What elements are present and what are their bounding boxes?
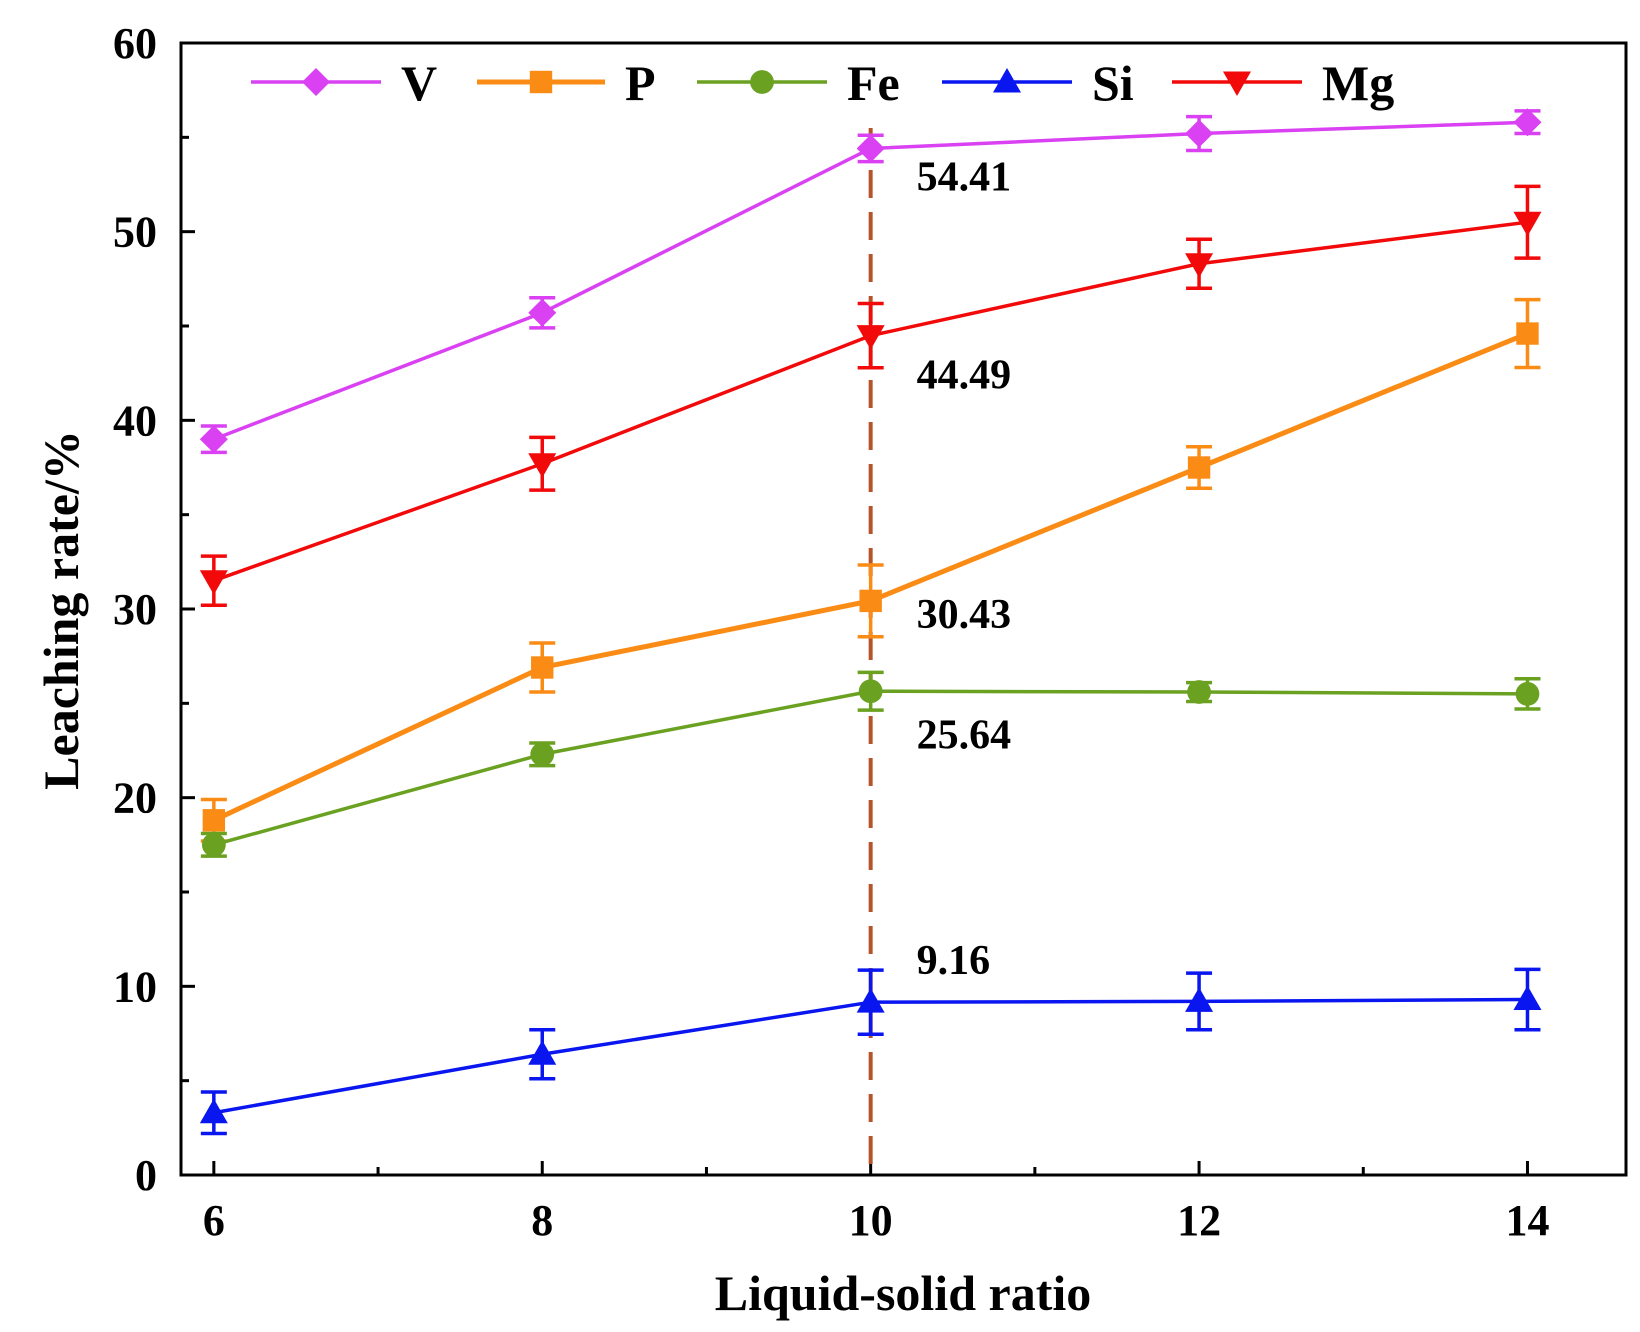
data-point-si <box>199 1098 228 1124</box>
data-point-mg <box>528 453 557 478</box>
x-axis-label: Liquid-solid ratio <box>715 1265 1092 1321</box>
data-point-si <box>856 988 885 1013</box>
y-tick-label: 20 <box>113 774 157 823</box>
y-tick-label: 40 <box>113 396 157 445</box>
data-point-p <box>859 589 882 613</box>
data-point-p <box>1187 456 1211 479</box>
data-point-v <box>1185 119 1214 148</box>
data-point-v <box>1513 108 1542 137</box>
y-axis-label: Leaching rate/% <box>33 430 89 790</box>
data-point-fe <box>858 679 883 704</box>
x-tick-label: 6 <box>203 1196 225 1245</box>
legend-marker-p <box>529 70 553 94</box>
data-point-p <box>202 809 226 832</box>
data-point-p <box>531 656 554 679</box>
data-point-mg <box>856 325 885 350</box>
x-tick-label: 12 <box>1177 1196 1221 1245</box>
data-point-si <box>528 1040 557 1065</box>
legend-marker-mg <box>1223 71 1251 96</box>
data-point-fe <box>1187 680 1211 704</box>
y-tick-label: 10 <box>113 962 157 1011</box>
legend-marker-fe <box>750 70 774 94</box>
legend: V P Fe Si Mg <box>251 55 1394 111</box>
data-point-p <box>1516 322 1539 345</box>
annotation-layer: 54.41 44.49 30.43 25.64 9.16 <box>917 154 1012 984</box>
y-tick-label: 30 <box>113 585 157 634</box>
legend-label-v: V <box>401 55 437 111</box>
data-point-v <box>528 298 557 327</box>
legend-marker-v <box>302 68 330 96</box>
series-layer <box>199 108 1542 1136</box>
data-point-mg <box>199 570 228 595</box>
legend-label-p: P <box>625 55 656 111</box>
x-tick-label: 10 <box>849 1196 893 1245</box>
data-point-mg <box>1513 211 1542 237</box>
data-point-mg <box>1185 253 1214 278</box>
series-fe <box>200 670 1541 858</box>
series-p <box>200 297 1541 843</box>
annotation-label: 54.41 <box>917 154 1012 200</box>
legend-marker-si <box>993 68 1021 93</box>
data-point-v <box>856 134 885 163</box>
series-mg <box>199 184 1542 607</box>
legend-label-fe: Fe <box>847 55 900 111</box>
y-tick-label: 50 <box>113 208 157 257</box>
x-tick-label: 14 <box>1505 1196 1549 1245</box>
series-si <box>199 967 1542 1136</box>
series-v <box>199 108 1542 455</box>
legend-label-si: Si <box>1092 55 1134 111</box>
data-point-si <box>1185 987 1214 1012</box>
data-point-fe <box>1515 682 1540 706</box>
data-point-si <box>1513 985 1542 1011</box>
data-point-fe <box>201 832 226 857</box>
annotation-label: 30.43 <box>917 592 1012 638</box>
plot-frame <box>179 41 1628 1177</box>
y-tick-label: 0 <box>135 1151 157 1200</box>
x-tick-label: 8 <box>531 1196 553 1245</box>
data-point-fe <box>530 742 555 767</box>
data-point-v <box>199 425 228 454</box>
annotation-label: 25.64 <box>917 712 1012 758</box>
annotation-label: 44.49 <box>917 353 1012 399</box>
y-tick-label: 60 <box>113 19 157 68</box>
annotation-label: 9.16 <box>917 938 991 984</box>
axis-ticks: 0 10 20 30 40 50 60 6 8 10 12 14 <box>113 19 1549 1245</box>
legend-label-mg: Mg <box>1322 55 1394 111</box>
